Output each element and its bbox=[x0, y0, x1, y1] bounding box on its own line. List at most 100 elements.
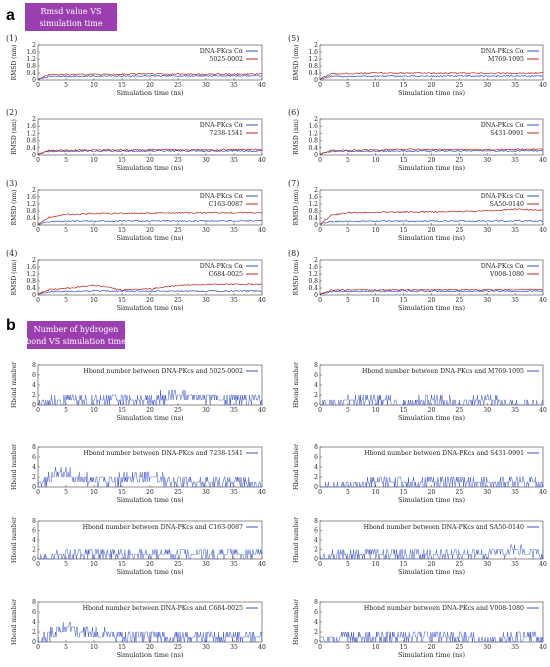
x-tick-label: 30 bbox=[202, 297, 210, 304]
series-line bbox=[37, 74, 263, 80]
legend-label: Hbond number between DNA-PKcs and V008-1… bbox=[364, 605, 524, 612]
y-tick-label: 0.8 bbox=[26, 63, 36, 70]
x-tick-label: 35 bbox=[230, 644, 238, 651]
y-axis-label: Hbond number bbox=[11, 517, 18, 563]
x-tick-label: 35 bbox=[511, 561, 519, 568]
y-axis-label: RMSD (nm) bbox=[11, 190, 18, 226]
series-line bbox=[37, 72, 263, 80]
x-tick-label: 40 bbox=[539, 157, 547, 164]
x-tick-label: 40 bbox=[539, 561, 547, 568]
series-line bbox=[37, 621, 263, 643]
y-axis-label: Hbond number bbox=[293, 517, 300, 563]
y-tick-label: 8 bbox=[314, 599, 318, 606]
x-tick-label: 15 bbox=[118, 157, 126, 164]
x-tick-label: 40 bbox=[258, 82, 266, 89]
x-tick-label: 20 bbox=[146, 227, 154, 234]
x-tick-label: 5 bbox=[346, 297, 350, 304]
x-tick-label: 35 bbox=[511, 489, 519, 496]
x-tick-label: 40 bbox=[539, 407, 547, 414]
x-tick-label: 0 bbox=[318, 227, 322, 234]
series-line bbox=[319, 219, 544, 225]
y-tick-label: 8 bbox=[32, 518, 36, 525]
x-tick-label: 15 bbox=[118, 407, 126, 414]
x-tick-label: 15 bbox=[118, 561, 126, 568]
y-tick-label: 2 bbox=[314, 116, 318, 123]
x-tick-label: 5 bbox=[64, 227, 68, 234]
y-axis-label: Hbond number bbox=[11, 599, 18, 645]
chart-2: (2)00.40.81.21.620 5 10 15 20 25 30 35 40Simulat… bbox=[6, 108, 266, 172]
x-tick-label: 15 bbox=[118, 297, 126, 304]
y-tick-label: 2 bbox=[32, 474, 36, 481]
y-tick-label: 0 bbox=[314, 639, 318, 646]
legend-label: C684-0025 bbox=[209, 271, 243, 278]
x-tick-label: 20 bbox=[146, 297, 154, 304]
y-tick-label: 1.6 bbox=[26, 49, 36, 56]
y-tick-label: 0.4 bbox=[26, 285, 36, 292]
y-tick-label: 4 bbox=[32, 537, 36, 544]
y-tick-label: 4 bbox=[32, 382, 36, 389]
x-tick-label: 25 bbox=[174, 644, 182, 651]
chart-hb-S431-0991: 0 2 4 6 8 0 5 10 15 20 25 30 35 40 Simulation time (ns… bbox=[293, 444, 547, 504]
y-tick-label: 2 bbox=[314, 42, 318, 49]
y-tick-label: 0 bbox=[32, 222, 36, 229]
legend-label: DNA-PKcs Cα bbox=[200, 263, 244, 270]
series-line bbox=[319, 71, 544, 80]
x-tick-label: 25 bbox=[174, 82, 182, 89]
x-tick-label: 30 bbox=[483, 644, 491, 651]
x-tick-label: 15 bbox=[118, 644, 126, 651]
y-tick-label: 1.2 bbox=[308, 130, 318, 137]
legend-label: Hbond number between DNA-PKcs and C163-0… bbox=[83, 524, 243, 531]
series-line bbox=[37, 149, 263, 155]
x-tick-label: 0 bbox=[318, 561, 322, 568]
x-axis-label: Simulation time (ns) bbox=[116, 496, 184, 504]
x-tick-label: 15 bbox=[400, 561, 408, 568]
legend-label: V008-1080 bbox=[489, 271, 524, 278]
y-tick-label: 2 bbox=[32, 187, 36, 194]
x-tick-label: 10 bbox=[90, 407, 98, 414]
y-tick-label: 0 bbox=[32, 77, 36, 84]
series-line bbox=[37, 466, 262, 488]
y-tick-label: 0.4 bbox=[308, 70, 318, 77]
x-tick-label: 15 bbox=[118, 227, 126, 234]
y-tick-label: 8 bbox=[314, 362, 318, 369]
y-tick-label: 6 bbox=[314, 454, 318, 461]
y-axis-label: RMSD (nm) bbox=[11, 119, 18, 155]
x-tick-label: 10 bbox=[372, 489, 380, 496]
y-tick-label: 2 bbox=[32, 392, 36, 399]
x-tick-label: 30 bbox=[202, 644, 210, 651]
y-tick-label: 4 bbox=[314, 382, 318, 389]
legend-label: Hbond number between DNA-PKcs and SA50-0… bbox=[364, 524, 524, 531]
section-a-title-line1: Rmsd value VS bbox=[41, 7, 102, 16]
x-tick-label: 5 bbox=[346, 561, 350, 568]
x-tick-label: 35 bbox=[511, 644, 519, 651]
x-tick-label: 5 bbox=[64, 561, 68, 568]
x-tick-label: 25 bbox=[456, 227, 464, 234]
y-axis-label: Hbond number bbox=[293, 444, 300, 490]
y-tick-label: 1.6 bbox=[308, 49, 318, 56]
chart-6: (6)00.40.81.21.620 5 10 15 20 25 30 35 40Simulat… bbox=[288, 108, 547, 172]
legend-label: 7238-1541 bbox=[209, 130, 243, 137]
x-tick-label: 40 bbox=[539, 644, 547, 651]
chart-4: (4)00.40.81.21.620 5 10 15 20 25 30 35 40Simulat… bbox=[6, 249, 266, 312]
y-tick-label: 6 bbox=[32, 372, 36, 379]
y-tick-label: 6 bbox=[314, 372, 318, 379]
x-tick-label: 15 bbox=[400, 82, 408, 89]
y-tick-label: 0 bbox=[314, 152, 318, 159]
panel-label: (8) bbox=[288, 249, 299, 258]
y-axis-label: Hbond number bbox=[11, 362, 18, 408]
x-axis-label: Simulation time (ns) bbox=[116, 164, 184, 172]
y-axis-label: RMSD (nm) bbox=[293, 45, 300, 81]
x-tick-label: 15 bbox=[118, 82, 126, 89]
x-axis-label: Simulation time (ns) bbox=[116, 414, 184, 422]
x-tick-label: 0 bbox=[36, 407, 40, 414]
y-tick-label: 2 bbox=[314, 392, 318, 399]
panel-label: (4) bbox=[6, 249, 17, 258]
y-tick-label: 1.2 bbox=[308, 56, 318, 63]
x-tick-label: 20 bbox=[428, 82, 436, 89]
x-tick-label: 25 bbox=[456, 644, 464, 651]
chart-hb-7238-1541: 0 2 4 6 8 0 5 10 15 20 25 30 35 40 Simulation time (ns… bbox=[11, 444, 266, 504]
y-tick-label: 0.4 bbox=[26, 145, 36, 152]
y-tick-label: 2 bbox=[32, 547, 36, 554]
y-axis-label: Hbond number bbox=[293, 362, 300, 408]
